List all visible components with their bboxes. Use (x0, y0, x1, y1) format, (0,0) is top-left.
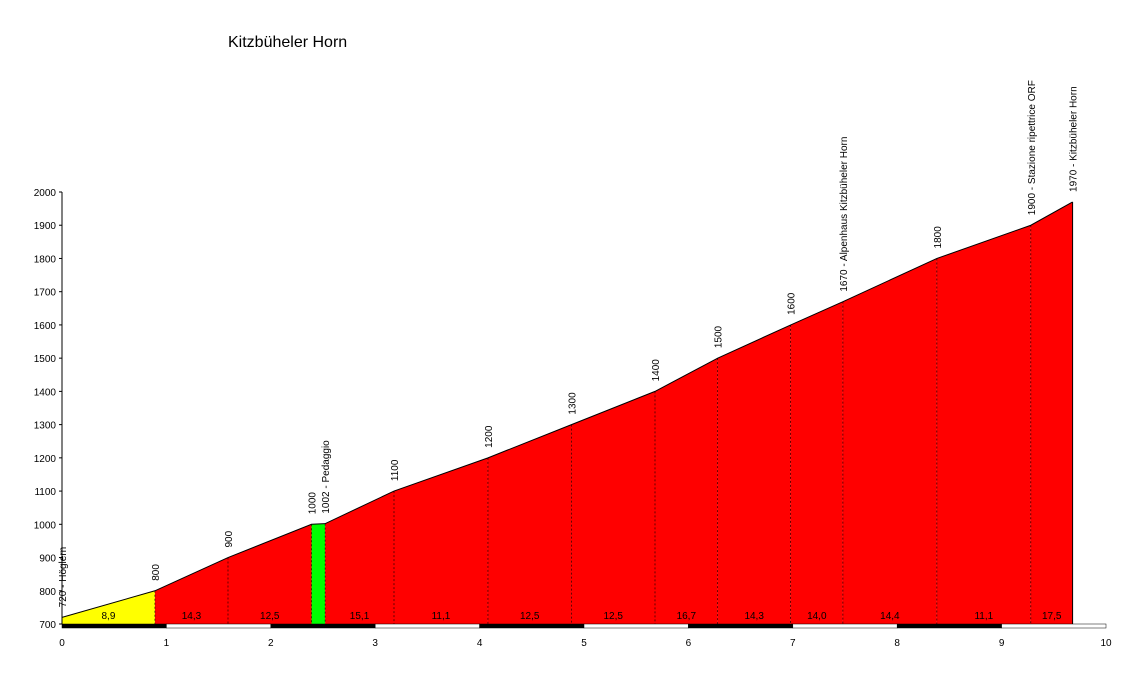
point-annotation: 1300 (567, 392, 578, 415)
gradient-label: 16,7 (677, 611, 697, 622)
gradient-label: 12,5 (260, 611, 280, 622)
segment-fill (790, 301, 843, 624)
point-annotation: 800 (151, 564, 162, 581)
point-annotation: 1000 (308, 492, 319, 515)
segment-fill (325, 491, 394, 624)
segment-fill (154, 557, 228, 624)
point-annotation: 720 - Höglern (58, 547, 69, 608)
gradient-label: 14,0 (807, 611, 827, 622)
km-block (166, 623, 272, 629)
point-annotation: 1500 (714, 325, 725, 348)
km-block (688, 623, 794, 629)
gradient-label: 11,1 (432, 611, 451, 622)
km-block (792, 623, 898, 629)
gradient-labels: 8,9 14,3 12,5 15,1 11,1 12,5 12,5 16,7 14,3 14,0 1… (102, 611, 1062, 622)
x-tick-label: 8 (894, 638, 900, 649)
point-annotation: 1800 (933, 226, 944, 249)
x-tick-label: 4 (477, 638, 483, 649)
x-tick-label: 10 (1100, 638, 1112, 649)
segment-fill (487, 424, 572, 624)
y-tick-label: 1600 (34, 321, 57, 332)
point-annotation: 1002 - Pedaggio (321, 440, 332, 514)
chart-title: Kitzbüheler Horn (228, 34, 348, 51)
km-block (479, 623, 585, 629)
km-block (374, 623, 480, 629)
point-annotation: 1970 - Kitzbüheler Horn (1069, 86, 1080, 192)
point-annotation: 1670 - Alpenhaus Kitzbüheler Horn (839, 137, 850, 292)
point-annotations: 720 - Höglern 800 900 1000 1002 - Pedaggio 11… (58, 80, 1080, 607)
gradient-label: 11,1 (974, 611, 993, 622)
y-tick-label: 1800 (34, 254, 57, 265)
gradient-label: 17,5 (1042, 611, 1062, 622)
segment-fill (393, 457, 488, 624)
gradient-label: 12,5 (603, 611, 623, 622)
km-block (1001, 623, 1107, 629)
gradient-label: 12,5 (520, 611, 540, 622)
y-tick-label: 1000 (34, 520, 57, 531)
y-tick-label: 1300 (34, 421, 57, 432)
segment-fill (227, 524, 312, 624)
gradient-label: 14,3 (182, 611, 202, 622)
y-tick-label: 2000 (34, 188, 57, 199)
segment-fill (936, 225, 1031, 624)
y-tick-label: 1400 (34, 387, 57, 398)
segment-fill (1030, 201, 1073, 624)
gradient-label: 15,1 (350, 611, 370, 622)
gradient-label: 14,3 (744, 611, 764, 622)
segment-fill (311, 523, 326, 624)
point-annotation: 1400 (651, 359, 662, 382)
x-tick-label: 9 (999, 638, 1005, 649)
y-tick-label: 900 (39, 554, 56, 565)
segment-fill (62, 590, 155, 624)
km-block (583, 623, 689, 629)
point-annotation: 1900 - Stazione ripettrice ORF (1027, 80, 1038, 215)
y-tick-label: 1900 (34, 221, 57, 232)
x-tick-label: 5 (581, 638, 587, 649)
segment-fills (62, 201, 1073, 624)
x-tick-label: 1 (164, 638, 170, 649)
km-block (896, 623, 1002, 629)
axes: 7008009001000110012001300140015001600170… (34, 188, 1112, 649)
point-annotation: 1600 (787, 292, 798, 315)
segment-dividers (154, 201, 1074, 624)
y-tick-label: 1100 (34, 487, 56, 498)
x-tick-label: 6 (686, 638, 692, 649)
segment-fill (571, 391, 655, 624)
x-tick-label: 2 (268, 638, 274, 649)
x-tick-label: 0 (59, 638, 65, 649)
x-tick-label: 7 (790, 638, 796, 649)
y-tick-label: 1200 (34, 454, 57, 465)
y-tick-label: 800 (39, 587, 56, 598)
y-tick-label: 1500 (34, 354, 57, 365)
point-annotation: 900 (224, 530, 235, 547)
gradient-label: 14,4 (880, 611, 900, 622)
gradient-label: 8,9 (102, 611, 116, 622)
point-annotation: 1100 (390, 459, 401, 481)
segment-fill (717, 324, 791, 624)
km-block (61, 623, 167, 629)
segment-fill (654, 358, 718, 624)
y-tick-label: 700 (39, 620, 56, 631)
point-annotation: 1200 (484, 425, 495, 448)
segment-fill (842, 258, 937, 624)
y-tick-label: 1700 (34, 288, 57, 299)
x-tick-label: 3 (372, 638, 378, 649)
km-block (270, 623, 376, 629)
